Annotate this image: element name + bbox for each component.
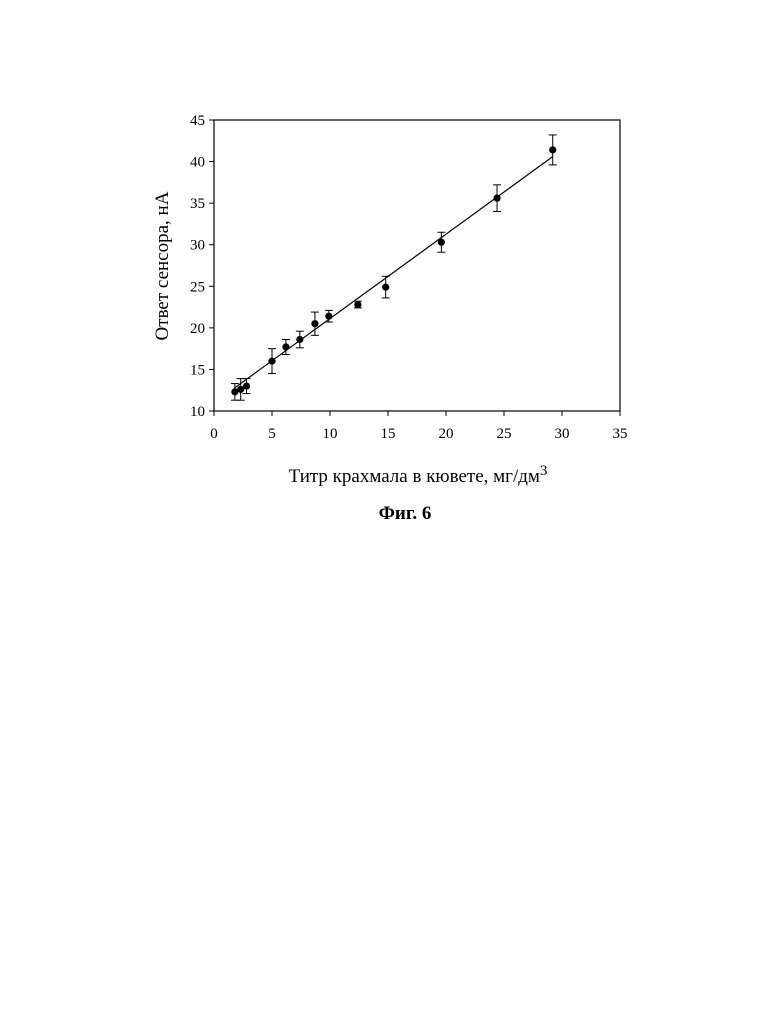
y-tick-label: 35 bbox=[190, 196, 205, 212]
data-point bbox=[549, 146, 556, 153]
x-tick-label: 10 bbox=[323, 426, 338, 442]
data-point bbox=[325, 313, 332, 320]
y-tick-label: 30 bbox=[190, 238, 205, 254]
data-point bbox=[282, 343, 289, 350]
x-tick-label: 25 bbox=[497, 426, 512, 442]
figure-caption: Фиг. 6 bbox=[379, 503, 432, 524]
data-points bbox=[231, 135, 557, 400]
data-point bbox=[296, 336, 303, 343]
x-tick-label: 30 bbox=[555, 426, 570, 442]
data-point bbox=[268, 358, 275, 365]
x-tick-label: 15 bbox=[381, 426, 396, 442]
y-tick-label: 15 bbox=[190, 362, 205, 378]
data-point bbox=[354, 301, 361, 308]
x-axis: 0 5 10 15 20 25 30 35 bbox=[210, 411, 627, 442]
y-tick-label: 40 bbox=[190, 155, 205, 171]
y-tick-label: 20 bbox=[190, 321, 205, 337]
y-tick-label: 10 bbox=[190, 404, 205, 420]
data-point bbox=[438, 239, 445, 246]
data-point bbox=[311, 320, 318, 327]
data-point bbox=[493, 195, 500, 202]
data-point bbox=[382, 284, 389, 291]
x-axis-label-superscript: 3 bbox=[540, 463, 548, 479]
y-axis-label: Ответ сенсора, нА bbox=[152, 191, 173, 340]
x-tick-label: 0 bbox=[210, 426, 218, 442]
trendline-line bbox=[235, 157, 553, 388]
x-tick-label: 35 bbox=[613, 426, 628, 442]
trendline bbox=[235, 157, 553, 388]
y-axis: 10 15 20 25 30 35 40 45 bbox=[190, 113, 214, 420]
x-tick-label: 5 bbox=[268, 426, 276, 442]
y-tick-label: 45 bbox=[190, 113, 205, 129]
data-point bbox=[243, 382, 250, 389]
plot-area bbox=[214, 120, 620, 411]
x-tick-label: 20 bbox=[439, 426, 454, 442]
y-tick-label: 25 bbox=[190, 279, 205, 295]
x-axis-label: Титр крахмала в кювете, мг/дм3 bbox=[289, 463, 548, 487]
